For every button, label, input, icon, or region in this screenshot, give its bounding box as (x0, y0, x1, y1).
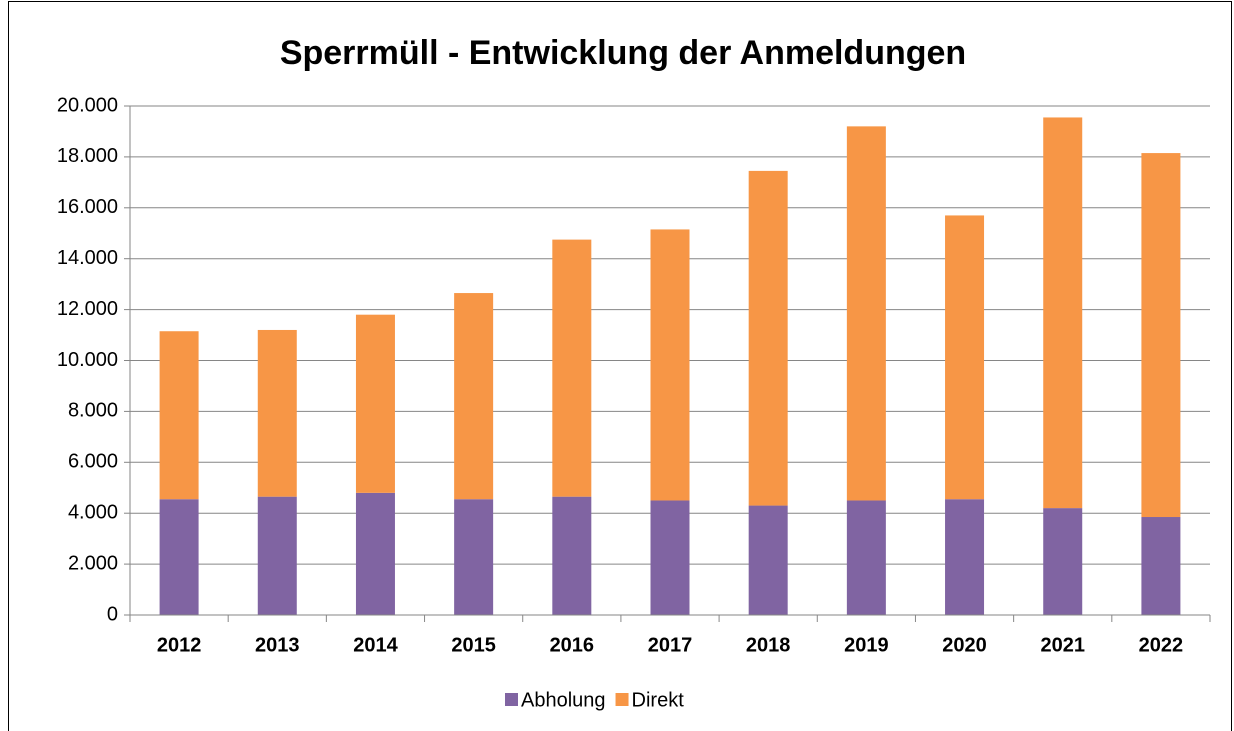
bar-segment (454, 293, 494, 500)
legend-label: Direkt (632, 689, 685, 711)
x-tick-label: 2022 (1139, 634, 1184, 656)
legend-label: Abholung (521, 689, 606, 711)
bar-segment (257, 329, 297, 497)
bar-segment (1043, 508, 1083, 615)
chart-title: Sperrmüll - Entwicklung der Anmeldungen (280, 34, 966, 72)
x-tick-label: 2015 (451, 634, 496, 656)
legend-swatch (505, 693, 518, 706)
y-tick-label: 10.000 (57, 349, 118, 371)
x-tick-label: 2012 (157, 634, 202, 656)
x-tick-label: 2016 (550, 634, 595, 656)
chart-frame (8, 1, 1232, 731)
x-tick-label: 2013 (255, 634, 300, 656)
bar-segment (355, 314, 395, 493)
bar-segment (159, 499, 199, 615)
bar-segment (650, 500, 690, 615)
bar-segment (1141, 517, 1181, 615)
legend-swatch (615, 693, 629, 706)
bar-segment (748, 170, 788, 506)
y-tick-label: 12.000 (57, 298, 118, 320)
y-tick-label: 6.000 (68, 451, 118, 473)
bar-segment (945, 215, 985, 500)
x-tick-label: 2014 (353, 634, 398, 656)
bar-segment (846, 500, 886, 615)
y-tick-label: 4.000 (68, 501, 118, 523)
y-tick-label: 20.000 (57, 94, 118, 116)
y-tick-label: 0 (107, 603, 118, 625)
y-tick-label: 2.000 (68, 552, 118, 574)
y-tick-label: 8.000 (68, 400, 118, 422)
bar-segment (650, 229, 690, 501)
bar-segment (1141, 153, 1181, 518)
bar-segment (552, 496, 592, 615)
bar-segment (159, 331, 199, 500)
x-tick-label: 2018 (746, 634, 791, 656)
x-tick-label: 2020 (942, 634, 987, 656)
bar-segment (257, 496, 297, 615)
bar-segment (454, 499, 494, 615)
x-tick-label: 2019 (844, 634, 889, 656)
y-tick-label: 18.000 (57, 145, 118, 167)
bar-segment (552, 239, 592, 497)
x-tick-label: 2021 (1040, 634, 1085, 656)
x-tick-label: 2017 (648, 634, 693, 656)
bar-segment (355, 492, 395, 615)
bar-segment (748, 505, 788, 615)
bar-segment (945, 499, 985, 615)
bar-segment (846, 126, 886, 501)
y-tick-label: 16.000 (57, 196, 118, 218)
y-tick-label: 14.000 (57, 247, 118, 269)
bar-segment (1043, 117, 1083, 509)
